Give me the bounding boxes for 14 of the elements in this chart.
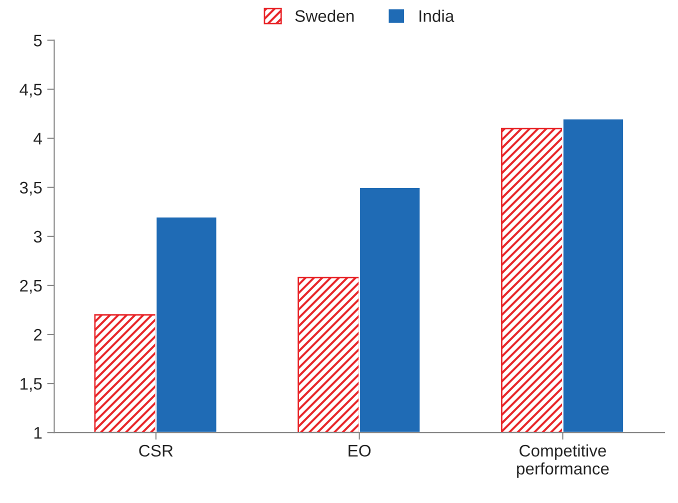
y-tick-label: 1,5 bbox=[20, 378, 42, 392]
y-tick-label: 1 bbox=[34, 427, 42, 439]
y-tick-label: 3 bbox=[34, 230, 42, 243]
y-tick-label: 2,5 bbox=[20, 280, 42, 294]
x-tick-label: Competitive performance bbox=[517, 444, 609, 478]
legend-label: India bbox=[420, 10, 454, 22]
x-tick-label: CSR bbox=[139, 444, 173, 457]
y-tick-label: 5 bbox=[34, 34, 42, 46]
y-tick-label: 4,5 bbox=[20, 84, 42, 98]
y-tick-label: 2 bbox=[34, 328, 42, 341]
y-tick-label: 4 bbox=[34, 132, 42, 144]
x-tick-label: EO bbox=[348, 444, 371, 457]
legend-label: Sweden bbox=[295, 10, 354, 22]
y-tick-label: 3,5 bbox=[20, 182, 42, 196]
